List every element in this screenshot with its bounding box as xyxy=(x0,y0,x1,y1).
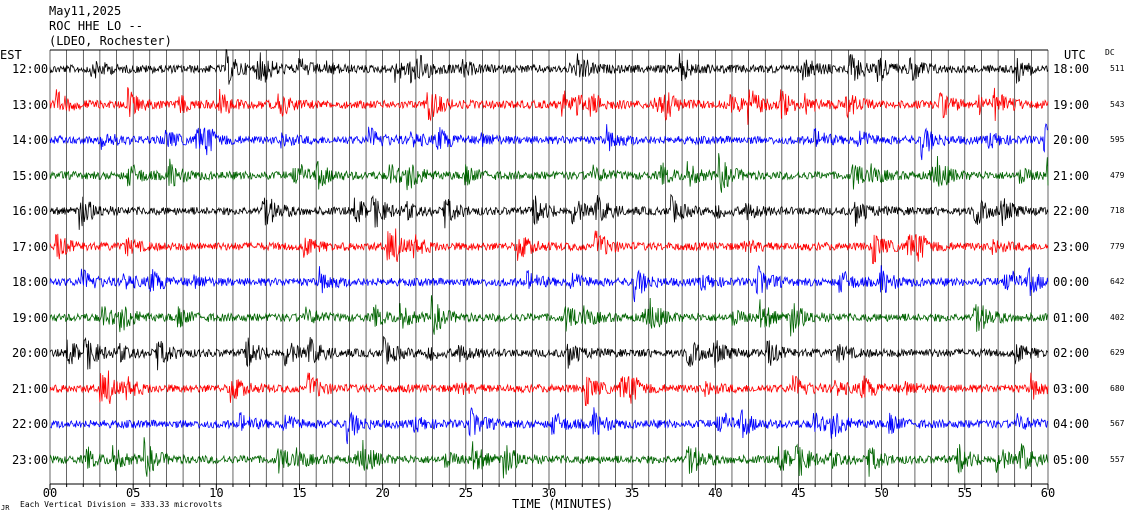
footer-mark: JR xyxy=(1,504,10,512)
utc-hour-label: 20:00 xyxy=(1053,133,1090,147)
x-axis-title: TIME (MINUTES) xyxy=(512,497,614,511)
x-tick-label: 50 xyxy=(874,486,888,500)
utc-hour-label: 23:00 xyxy=(1053,239,1090,254)
trace-1800 xyxy=(49,265,1049,303)
x-tick-label: 15 xyxy=(292,486,306,500)
utc-hour-label: 21:00 xyxy=(1053,168,1090,183)
trace-1700 xyxy=(49,228,1049,265)
utc-hour-label: 18:00 xyxy=(1053,62,1090,76)
est-hour-label: 14:00 xyxy=(12,133,49,147)
utc-hour-label: 00:00 xyxy=(1053,275,1090,289)
x-tick-label: 30 xyxy=(542,486,556,500)
dc-value-label: 629 xyxy=(1110,348,1125,357)
dc-value-label: 680 xyxy=(1110,383,1125,393)
utc-title: UTC xyxy=(1064,48,1086,62)
x-tick-label: 35 xyxy=(625,486,639,500)
trace-1900 xyxy=(49,295,1049,337)
x-tick-label: 05 xyxy=(126,486,140,500)
dc-value-label: 642 xyxy=(1110,277,1125,286)
trace-2200 xyxy=(49,407,1049,445)
trace-1500 xyxy=(49,153,1049,193)
x-tick-label: 00 xyxy=(43,486,57,500)
utc-hour-label: 19:00 xyxy=(1053,97,1090,112)
dc-title: DC xyxy=(1105,48,1115,57)
est-hour-label: 17:00 xyxy=(12,239,49,254)
trace-2300 xyxy=(49,437,1049,479)
utc-hour-label: 01:00 xyxy=(1053,310,1090,325)
utc-hour-label: 02:00 xyxy=(1053,346,1090,360)
utc-hour-label: 03:00 xyxy=(1053,381,1090,396)
est-hour-label: 16:00 xyxy=(12,204,49,218)
est-title: EST xyxy=(0,48,22,62)
x-tick-label: 20 xyxy=(375,486,389,500)
est-hour-label: 15:00 xyxy=(12,168,49,183)
dc-value-label: 779 xyxy=(1110,241,1125,251)
est-hour-label: 20:00 xyxy=(12,346,49,360)
est-hour-label: 18:00 xyxy=(12,275,49,289)
network-label: (LDEO, Rochester) xyxy=(49,34,172,48)
dc-value-label: 718 xyxy=(1110,206,1125,215)
station-label: ROC HHE LO -- xyxy=(49,19,143,33)
dc-value-label: 595 xyxy=(1110,135,1125,144)
est-hour-label: 21:00 xyxy=(12,381,49,396)
dc-value-label: 557 xyxy=(1110,454,1125,464)
x-tick-label: 25 xyxy=(459,486,473,500)
x-tick-label: 60 xyxy=(1041,486,1055,500)
trace-1300 xyxy=(49,87,1049,125)
dc-value-label: 511 xyxy=(1110,64,1125,73)
date-label: May11,2025 xyxy=(49,4,122,18)
est-hour-label: 13:00 xyxy=(12,97,49,112)
trace-1600 xyxy=(49,193,1049,230)
x-tick-label: 45 xyxy=(791,486,805,500)
est-hour-label: 22:00 xyxy=(12,417,49,431)
est-hour-label: 12:00 xyxy=(12,62,49,76)
utc-hour-label: 05:00 xyxy=(1053,452,1090,467)
dc-value-label: 479 xyxy=(1110,170,1125,180)
trace-1400 xyxy=(49,123,1049,161)
trace-1200 xyxy=(49,49,1049,85)
est-hour-label: 23:00 xyxy=(12,452,49,467)
trace-2000 xyxy=(49,335,1049,371)
utc-hour-label: 04:00 xyxy=(1053,417,1090,431)
dc-value-label: 543 xyxy=(1110,99,1125,109)
dc-value-label: 567 xyxy=(1110,419,1125,428)
dc-value-label: 402 xyxy=(1110,312,1125,322)
x-tick-label: 40 xyxy=(708,486,722,500)
scale-note: Each Vertical Division = 333.33 microvol… xyxy=(20,500,223,509)
utc-hour-label: 22:00 xyxy=(1053,204,1090,218)
est-hour-label: 19:00 xyxy=(12,310,49,325)
x-tick-label: 55 xyxy=(958,486,972,500)
trace-2100 xyxy=(49,370,1049,407)
x-tick-label: 10 xyxy=(209,486,223,500)
